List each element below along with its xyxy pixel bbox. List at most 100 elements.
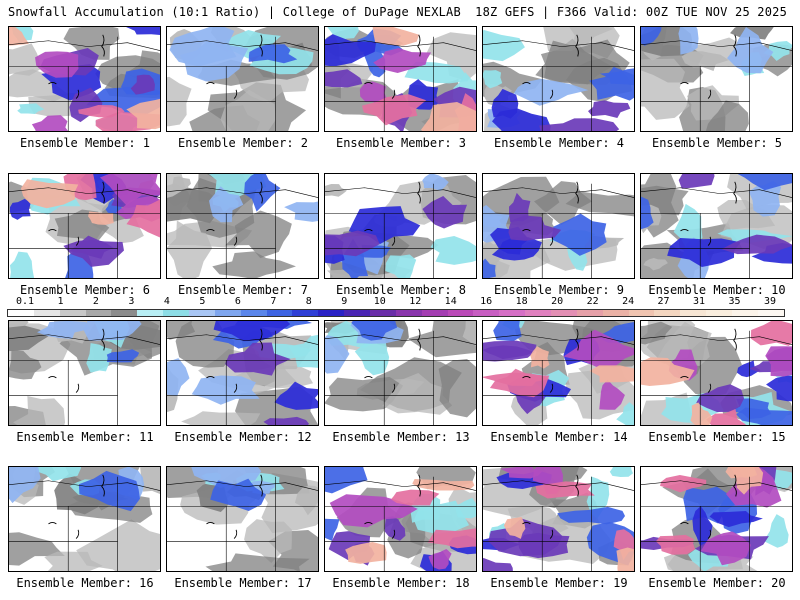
run-info: 18Z GEFS | F366 Valid: 00Z TUE NOV 25 20… (475, 5, 787, 19)
snowfall-field (483, 174, 634, 278)
color-scale-swatch (680, 310, 707, 316)
color-scale-label: 6 (234, 296, 241, 307)
ensemble-member-caption: Ensemble Member: 3 (335, 136, 467, 150)
ensemble-member-map (482, 26, 635, 132)
ensemble-member-caption: Ensemble Member: 20 (648, 576, 786, 590)
ensemble-member-map (8, 320, 161, 426)
color-scale-swatch (654, 310, 681, 316)
ensemble-member-caption: Ensemble Member: 15 (648, 430, 786, 444)
ensemble-member-map (640, 320, 793, 426)
ensemble-member-caption: Ensemble Member: 11 (16, 430, 154, 444)
ensemble-member-map (482, 320, 635, 426)
ensemble-member-caption: Ensemble Member: 12 (174, 430, 312, 444)
snowfall-field (9, 321, 160, 425)
ensemble-member-caption: Ensemble Member: 2 (177, 136, 309, 150)
color-scale-swatch (292, 310, 319, 316)
color-scale-swatch (395, 310, 422, 316)
color-scale-label: 8 (305, 296, 312, 307)
snowfall-field (325, 321, 476, 425)
color-scale-swatch (551, 310, 577, 316)
color-scale-label: 9 (341, 296, 348, 307)
ensemble-member-map (8, 173, 161, 279)
color-scale-label: 18 (515, 296, 528, 307)
ensemble-member-caption: Ensemble Member: 5 (651, 136, 783, 150)
color-scale-swatch (576, 310, 603, 316)
color-scale-label: 31 (693, 296, 706, 307)
snowfall-field (9, 467, 160, 571)
color-scale-label: 20 (551, 296, 564, 307)
ensemble-member-caption: Ensemble Member: 1 (19, 136, 151, 150)
ensemble-member-map (482, 173, 635, 279)
color-scale-swatch (421, 310, 448, 316)
color-scale-swatch (163, 310, 190, 316)
ensemble-member-caption: Ensemble Member: 19 (490, 576, 628, 590)
snowfall-field (325, 174, 476, 278)
color-scale-label: 0.1 (15, 296, 35, 307)
ensemble-member-map (324, 173, 477, 279)
color-scale-label: 2 (92, 296, 99, 307)
color-scale-swatch (8, 310, 34, 316)
color-scale-swatch (59, 310, 86, 316)
color-scale-swatch (240, 310, 267, 316)
page-title: Snowfall Accumulation (10:1 Ratio) | Col… (8, 5, 461, 19)
snowfall-field (325, 467, 476, 571)
color-scale-swatch (85, 310, 112, 316)
ensemble-member-map (166, 173, 319, 279)
color-scale-swatch (111, 310, 138, 316)
ensemble-member-map (324, 466, 477, 572)
ensemble-member-map (324, 26, 477, 132)
color-scale-swatch (706, 310, 733, 316)
ensemble-member-map (8, 466, 161, 572)
ensemble-member-map (482, 466, 635, 572)
ensemble-member-caption: Ensemble Member: 13 (332, 430, 470, 444)
color-scale-swatch (525, 310, 552, 316)
color-scale-label: 16 (480, 296, 493, 307)
ensemble-member-map (8, 26, 161, 132)
color-scale-bar (7, 309, 785, 317)
snowfall-field (167, 27, 318, 131)
ensemble-member-caption: Ensemble Member: 18 (332, 576, 470, 590)
ensemble-member-map (640, 26, 793, 132)
snowfall-field (9, 27, 160, 131)
color-scale-swatch (33, 310, 60, 316)
color-scale-swatch (370, 310, 396, 316)
ensemble-member-caption: Ensemble Member: 17 (174, 576, 312, 590)
ensemble-member-map (166, 26, 319, 132)
color-scale-label: 14 (444, 296, 457, 307)
color-scale-label: 3 (128, 296, 135, 307)
color-scale-label: 35 (728, 296, 741, 307)
color-scale-swatch (318, 310, 345, 316)
ensemble-member-caption: Ensemble Member: 14 (490, 430, 628, 444)
color-scale-labels: 0.1 1 2 3 4 5 6 7 8 9 10 12 14 16 18 20 22 24 27 31 35 39 (7, 296, 785, 308)
snowfall-field (167, 467, 318, 571)
color-scale-swatch (137, 310, 164, 316)
color-scale-label: 39 (763, 296, 777, 307)
snowfall-field (483, 321, 634, 425)
color-scale-label: 5 (199, 296, 206, 307)
ensemble-member-caption: Ensemble Member: 6 (19, 283, 151, 297)
ensemble-member-map (166, 320, 319, 426)
ensemble-member-caption: Ensemble Member: 4 (493, 136, 625, 150)
color-scale-label: 4 (163, 296, 170, 307)
color-scale-label: 12 (409, 296, 422, 307)
ensemble-member-map (640, 173, 793, 279)
snowfall-field (167, 174, 318, 278)
snowfall-field (641, 174, 792, 278)
snowfall-field (9, 174, 160, 278)
color-scale-label: 10 (373, 296, 386, 307)
snowfall-field (641, 321, 792, 425)
color-scale-swatch (214, 310, 241, 316)
color-scale-label: 24 (622, 296, 635, 307)
color-scale-swatch (757, 310, 784, 316)
snowfall-field (483, 467, 634, 571)
ensemble-member-caption: Ensemble Member: 10 (648, 283, 786, 297)
ensemble-member-caption: Ensemble Member: 16 (16, 576, 154, 590)
color-scale-swatch (628, 310, 655, 316)
color-scale-label: 7 (270, 296, 277, 307)
snowfall-field (325, 27, 476, 131)
color-scale-swatch (732, 310, 758, 316)
ensemble-member-caption: Ensemble Member: 8 (335, 283, 467, 297)
ensemble-member-caption: Ensemble Member: 7 (177, 283, 309, 297)
color-scale-swatch (602, 310, 629, 316)
ensemble-member-caption: Ensemble Member: 9 (493, 283, 625, 297)
